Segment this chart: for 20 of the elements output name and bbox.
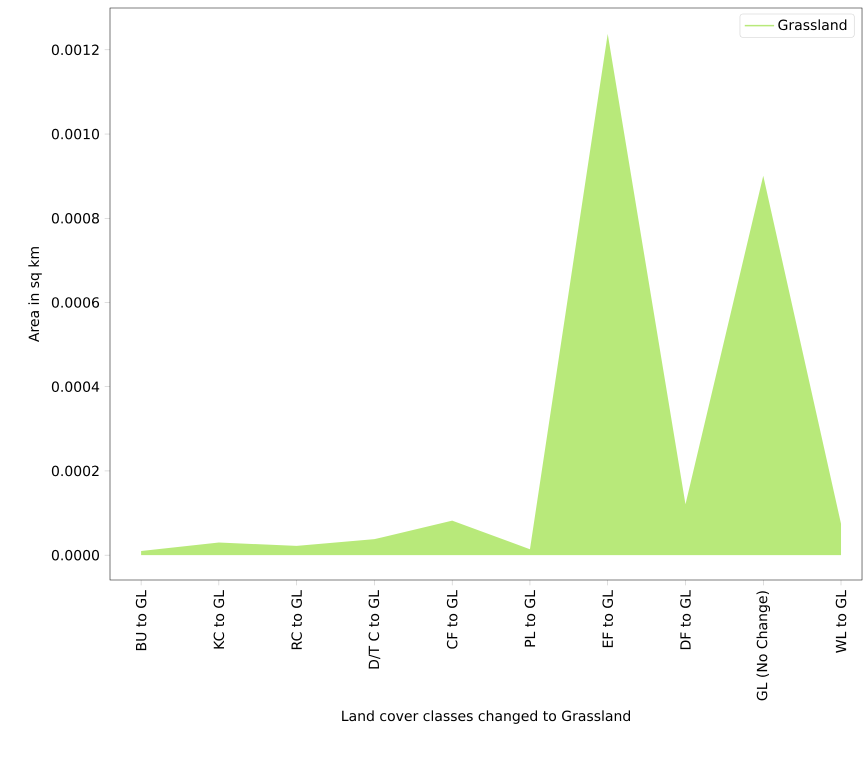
- x-tick-label: CF to GL: [446, 590, 458, 649]
- x-tick-label: PL to GL: [524, 590, 536, 647]
- x-tick-label: KC to GL: [214, 590, 224, 648]
- y-tick-label: 0.0004: [52, 381, 100, 392]
- x-axis-title: Land cover classes changed to Grassland: [342, 710, 630, 724]
- x-tick-label: BU to GL: [136, 590, 146, 650]
- y-tick-label: 0.0000: [52, 550, 100, 560]
- y-axis-title: Area in sq km: [28, 247, 42, 342]
- y-tick-label: 0.0002: [52, 466, 99, 476]
- x-tick-label: DF to GL: [680, 590, 691, 650]
- x-tick-label: RC to GL: [291, 590, 302, 650]
- y-tick-label: 0.0010: [52, 128, 100, 140]
- x-tick-label: WL to GL: [836, 590, 846, 653]
- x-tick-label: GL (No Change): [756, 591, 770, 700]
- y-tick-label: 0.0012: [52, 44, 99, 56]
- legend-label: Grassland: [778, 19, 846, 30]
- x-tick-label: D/T C to GL: [368, 590, 380, 669]
- y-tick-label: 0.0008: [52, 212, 99, 224]
- y-tick-label: 0.0006: [52, 297, 100, 308]
- x-tick-label: EF to GL: [602, 590, 613, 648]
